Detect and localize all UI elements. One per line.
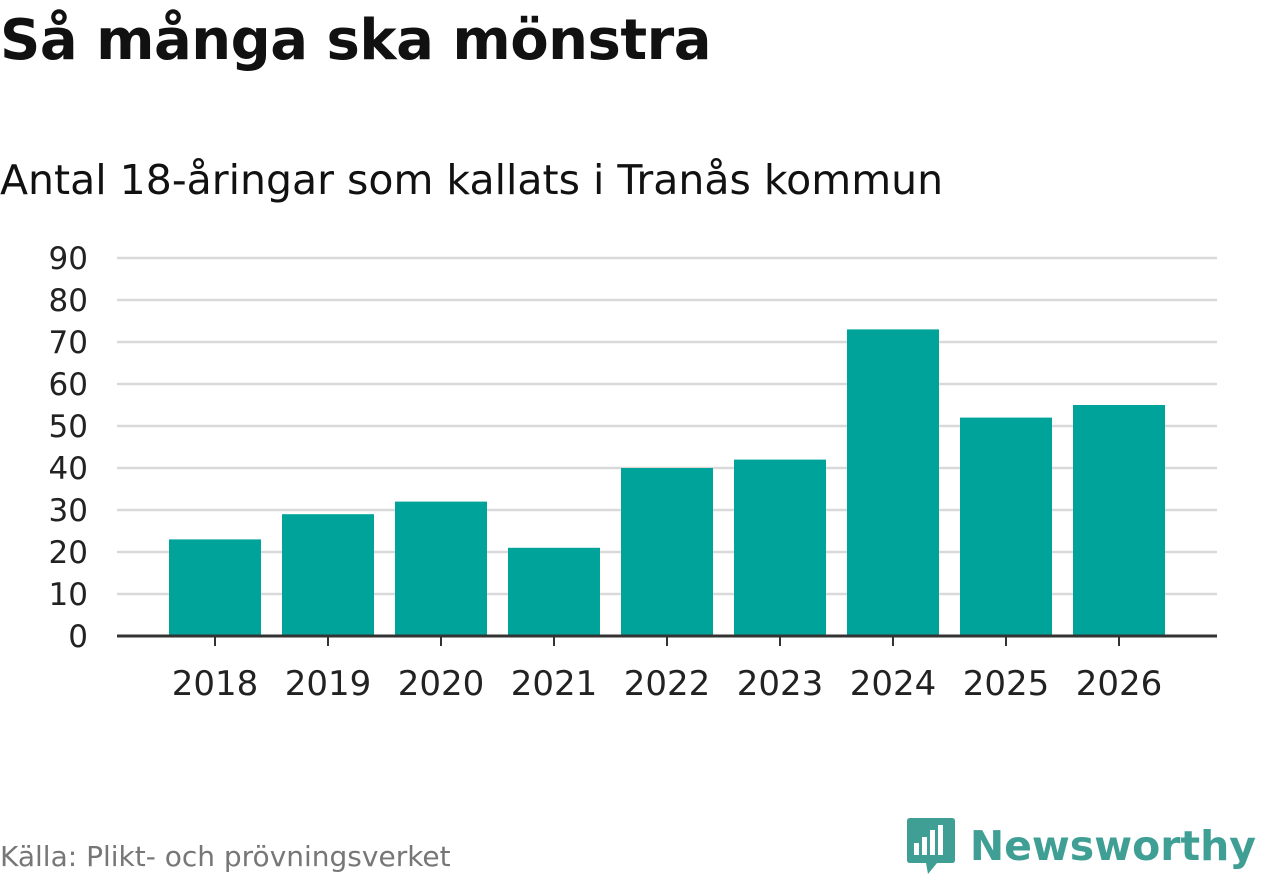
- y-tick-label: 10: [49, 577, 88, 613]
- bar-2021: [508, 547, 600, 636]
- y-tick-label: 0: [68, 619, 88, 655]
- newsworthy-logo-icon: [906, 818, 955, 874]
- x-tick-label: 2020: [398, 664, 485, 704]
- y-tick-label: 80: [49, 283, 88, 319]
- bar-2022: [621, 468, 713, 636]
- x-tick-label: 2018: [172, 664, 259, 704]
- x-axis: [117, 634, 1217, 646]
- bar-2018: [169, 539, 261, 636]
- x-tick-label: 2024: [850, 664, 937, 704]
- y-axis-ticks: 0 10 20 30 40 50 60 70 80 90: [49, 241, 88, 655]
- newsworthy-logo: Newsworthy: [906, 816, 1256, 876]
- bar-2020: [395, 501, 487, 636]
- chart-subtitle: Antal 18-åringar som kallats i Tranås ko…: [0, 156, 944, 204]
- x-axis-ticks: 2018 2019 2020 2021 2022 2023 2024 2025 2026: [172, 664, 1163, 704]
- y-tick-label: 50: [49, 409, 88, 445]
- y-tick-label: 60: [49, 367, 88, 403]
- x-tick-label: 2022: [624, 664, 711, 704]
- x-tick-label: 2025: [963, 664, 1050, 704]
- newsworthy-logo-text: Newsworthy: [969, 822, 1256, 870]
- x-tick-label: 2019: [285, 664, 372, 704]
- y-tick-label: 90: [49, 241, 88, 277]
- bar-2025: [960, 417, 1052, 636]
- bar-2023: [734, 459, 826, 636]
- chart-title: Så många ska mönstra: [0, 8, 712, 73]
- x-tick-label: 2021: [511, 664, 598, 704]
- y-tick-label: 40: [49, 451, 88, 487]
- x-tick-label: 2023: [737, 664, 824, 704]
- y-tick-label: 30: [49, 493, 88, 529]
- y-tick-label: 20: [49, 535, 88, 571]
- bar-2024: [847, 329, 939, 636]
- x-tick-label: 2026: [1076, 664, 1163, 704]
- bar-2026: [1073, 405, 1165, 636]
- source-note: Källa: Plikt- och prövningsverket: [0, 840, 451, 873]
- y-tick-label: 70: [49, 325, 88, 361]
- bars: [169, 329, 1165, 636]
- bar-2019: [282, 514, 374, 636]
